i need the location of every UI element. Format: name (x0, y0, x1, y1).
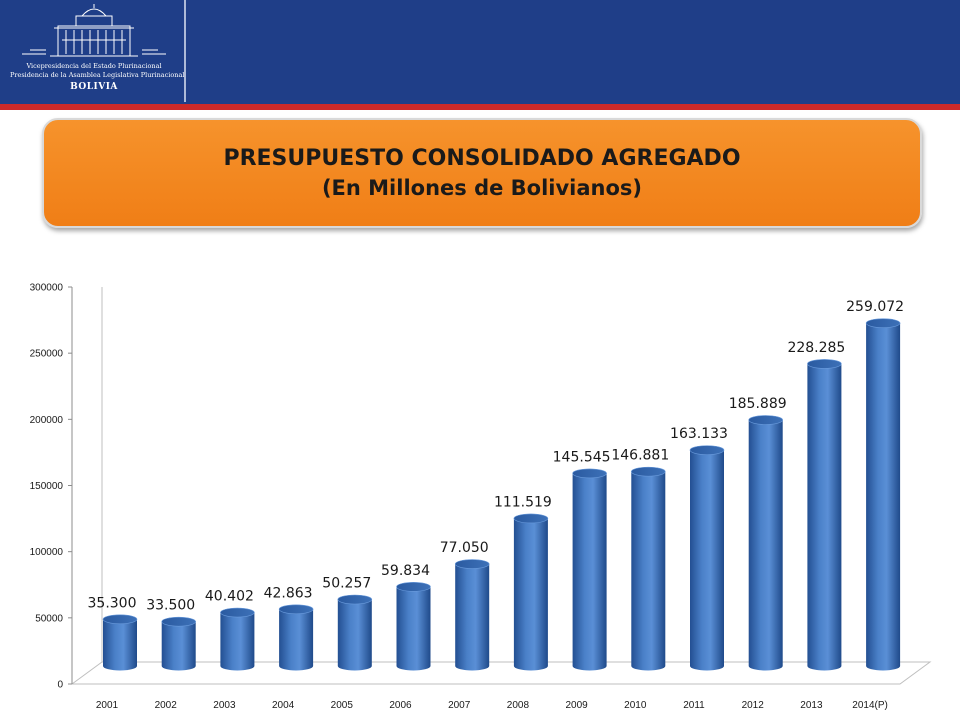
bar (630, 466, 666, 671)
bar (220, 607, 255, 671)
bar-top (865, 318, 901, 328)
bar-top (630, 466, 666, 477)
building-emblem-icon (22, 4, 166, 57)
bar (396, 582, 431, 671)
bar-top (807, 359, 842, 369)
bar-body (220, 612, 255, 671)
bar-series (102, 318, 901, 671)
data-label: 77.050 (440, 540, 489, 556)
y-tick-label: 100000 (30, 547, 64, 558)
x-tick-label: 2007 (448, 700, 471, 711)
header-bar: Vicepresidencia del Estado Plurinacional… (0, 0, 960, 104)
y-axis: 0 50000 100000 150000 200000 250000 300000 (30, 283, 73, 691)
bar-body (337, 599, 372, 671)
bar-body (690, 450, 724, 671)
bar-body (103, 619, 137, 671)
data-label: 33.500 (146, 598, 195, 614)
x-axis: 2001 2002 2003 2004 2005 2006 2007 2008 2009 2010… (96, 700, 888, 711)
bar-body (396, 586, 431, 671)
bar (161, 616, 196, 671)
logo-country: BOLIVIA (70, 82, 118, 92)
y-tick-label: 150000 (30, 481, 64, 492)
bar-body (455, 564, 490, 671)
data-label: 42.863 (264, 585, 313, 601)
bar-top (748, 415, 784, 425)
x-tick-label: 2012 (742, 700, 765, 711)
x-tick-label: 2005 (331, 700, 354, 711)
data-label: 146.881 (611, 448, 669, 464)
data-label: 259.072 (846, 299, 904, 315)
data-label: 40.402 (205, 589, 254, 605)
institution-logo: Vicepresidencia del Estado Plurinacional… (10, 4, 185, 98)
y-tick-label: 300000 (30, 283, 64, 294)
data-labels: 35.300 33.500 40.402 42.863 50.257 59.834 77.0… (88, 299, 905, 614)
data-label: 35.300 (88, 595, 137, 611)
x-tick-label: 2003 (213, 700, 236, 711)
bar (454, 559, 490, 671)
data-label: 185.889 (729, 396, 787, 412)
bar-body (572, 473, 607, 671)
bar-body (866, 323, 901, 671)
data-label: 163.133 (670, 426, 728, 442)
x-tick-label: 2011 (683, 700, 705, 711)
bar-top (689, 445, 725, 455)
x-tick-label: 2006 (389, 700, 412, 711)
bar-body (513, 518, 548, 671)
data-label: 145.545 (553, 449, 611, 465)
chart-subtitle: (En Millones de Bolivianos) (321, 176, 643, 200)
x-tick-label: 2002 (155, 700, 178, 711)
bar-top (337, 594, 373, 605)
y-tick-label: 0 (57, 680, 63, 691)
bar-top (572, 468, 607, 479)
bar (748, 415, 784, 671)
x-tick-label: 2013 (800, 700, 823, 711)
x-tick-label: 2014(P) (852, 700, 888, 711)
logo-line-2: Presidencia de la Asamblea Legislativa P… (10, 71, 185, 79)
bar (337, 594, 373, 671)
bar-top (396, 582, 431, 592)
y-tick-label: 50000 (35, 613, 63, 624)
bar-body (631, 471, 666, 671)
title-banner: PRESUPUESTO CONSOLIDADO AGREGADO (En Mil… (42, 118, 922, 228)
y-tick-label: 250000 (30, 349, 64, 360)
header-accent-line (0, 104, 960, 110)
bar-top (513, 513, 549, 524)
bar (102, 614, 138, 671)
bar-top (454, 559, 490, 569)
x-tick-label: 2004 (272, 700, 295, 711)
bar-body (807, 363, 842, 671)
x-tick-label: 2001 (96, 700, 119, 711)
x-tick-label: 2008 (507, 700, 530, 711)
bar (513, 513, 549, 671)
floor-plane (70, 661, 932, 685)
data-label: 228.285 (787, 340, 845, 356)
bar-top (102, 614, 138, 625)
bar-top (278, 604, 314, 615)
bar (278, 604, 314, 671)
bar (865, 318, 901, 671)
data-label: 50.257 (322, 575, 371, 591)
bar-body (161, 621, 196, 671)
header-divider (184, 0, 186, 102)
data-label: 111.519 (494, 494, 552, 510)
chart-title: PRESUPUESTO CONSOLIDADO AGREGADO (223, 146, 741, 171)
data-label: 59.834 (381, 563, 430, 579)
bar (689, 445, 725, 671)
bar (572, 468, 607, 671)
y-tick-label: 200000 (30, 415, 64, 426)
bar (807, 359, 842, 671)
bar-body (279, 609, 314, 671)
bar-top (161, 616, 196, 627)
logo-line-1: Vicepresidencia del Estado Plurinacional (26, 62, 162, 70)
x-tick-label: 2010 (624, 700, 647, 711)
bar-top (220, 607, 255, 618)
x-tick-label: 2009 (565, 700, 588, 711)
bar-body (748, 420, 783, 671)
